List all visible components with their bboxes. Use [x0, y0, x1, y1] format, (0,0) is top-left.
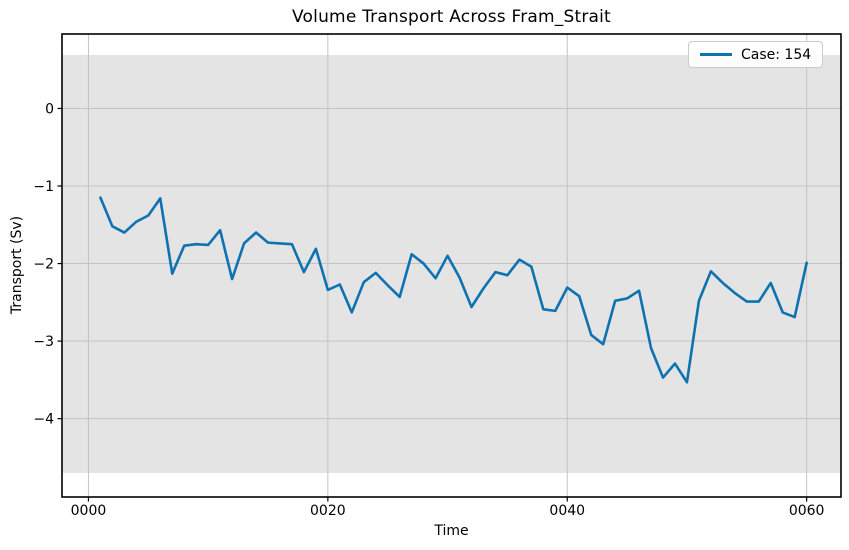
legend: Case: 154: [688, 41, 824, 68]
y-tick-label: −2: [33, 257, 54, 273]
y-tick-label: −1: [33, 179, 54, 195]
x-tick-label: 0040: [549, 503, 585, 519]
x-tick-label: 0060: [789, 503, 825, 519]
x-tick-label: 0000: [71, 503, 107, 519]
chart-title: Volume Transport Across Fram_Strait: [292, 7, 611, 27]
x-axis-label: Time: [434, 523, 469, 539]
y-tick-label: 0: [45, 101, 54, 117]
y-tick-label: −3: [33, 334, 54, 350]
data-line: [99, 196, 808, 384]
x-tick-label: 0020: [310, 503, 346, 519]
y-tick-label: −4: [33, 412, 54, 428]
legend-line-sample: [700, 53, 732, 56]
legend-label: Case: 154: [741, 46, 812, 63]
axes-frame: [61, 33, 842, 498]
